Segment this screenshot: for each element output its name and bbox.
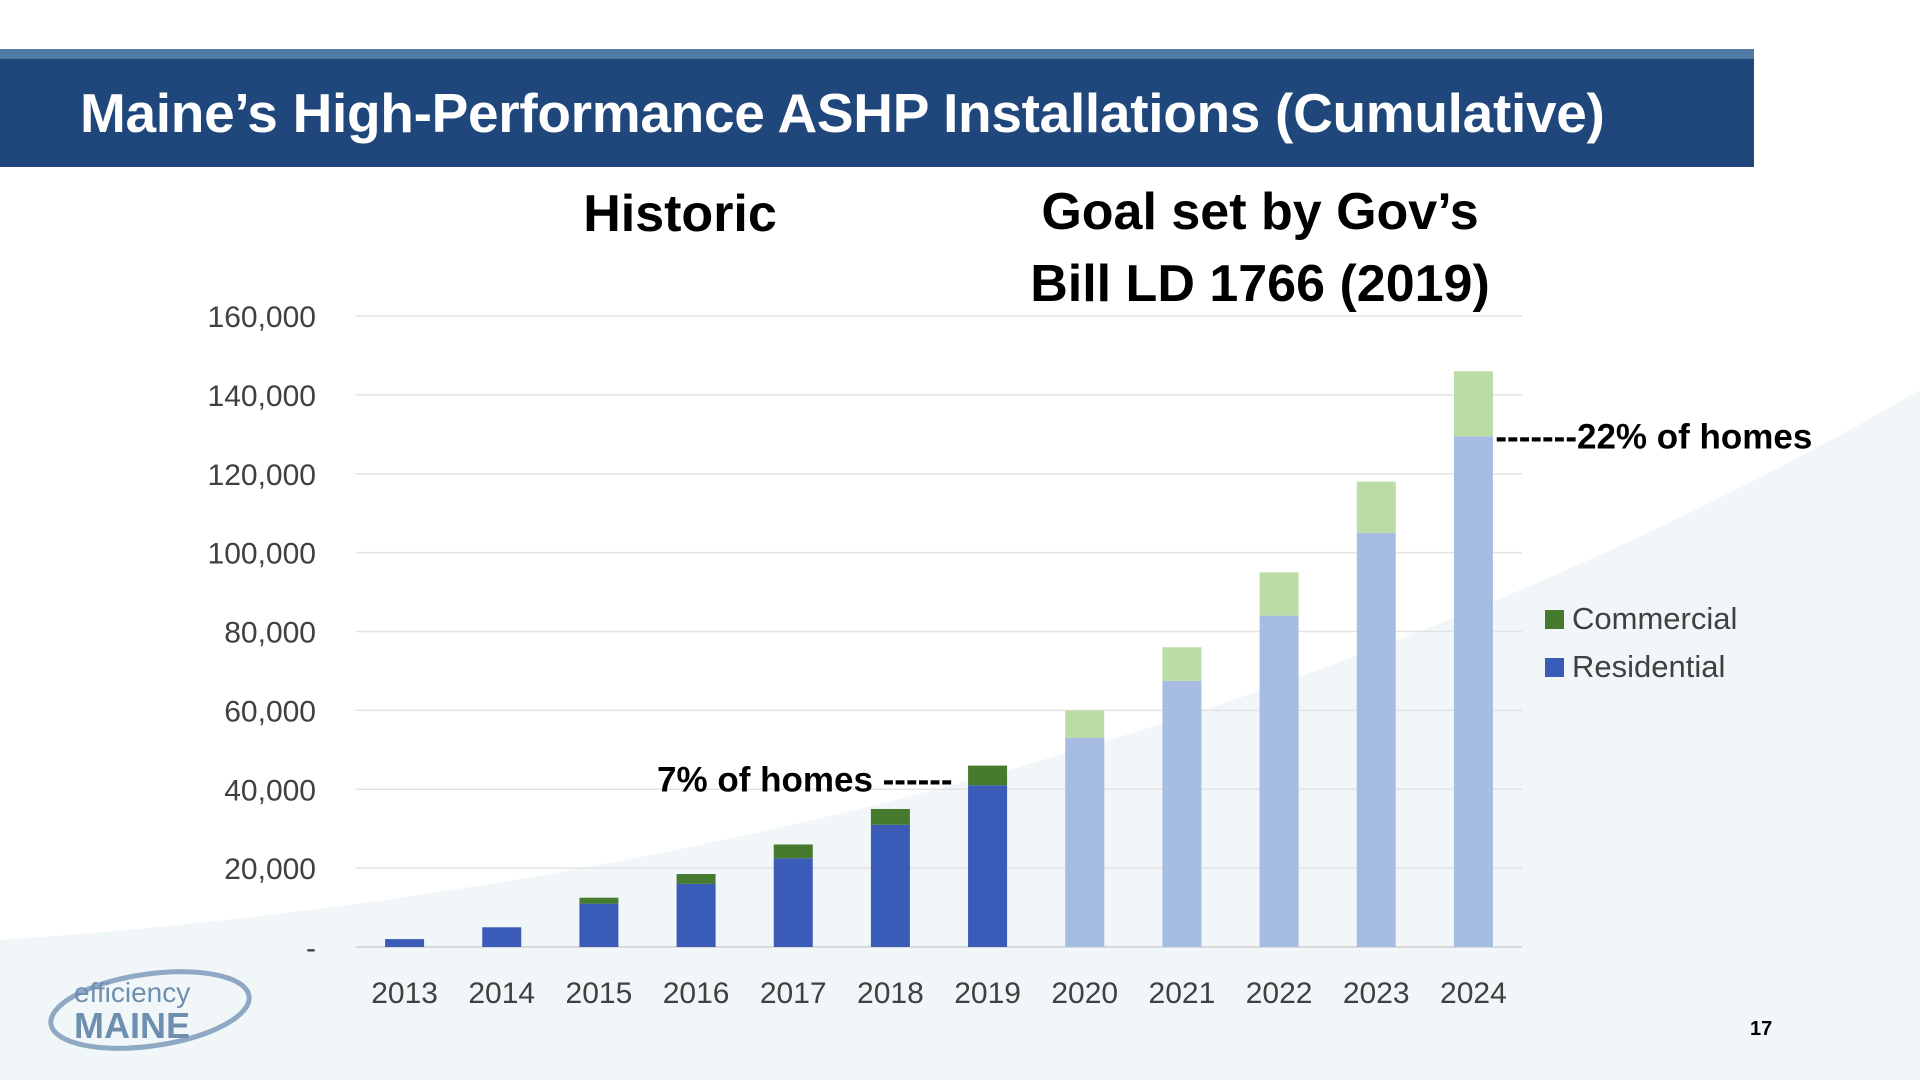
bar-residential [482,927,522,947]
y-tick-label: 40,000 [224,774,316,807]
bar-commercial [1453,371,1493,437]
y-tick-label: 80,000 [224,617,316,650]
annotation-7-percent: 7% of homes ------ [657,761,953,800]
x-tick-label: 2023 [1343,977,1410,1010]
x-tick-label: 2024 [1440,977,1507,1010]
y-tick-label: 100,000 [208,538,316,571]
heading-goal: Goal set by Gov’s Bill LD 1766 (2019) [980,176,1540,320]
bar-commercial [1259,572,1299,616]
title-accent-stripe [0,49,1754,59]
bar-residential [1065,737,1105,947]
x-tick-label: 2020 [1051,977,1118,1010]
heading-goal-line-1: Goal set by Gov’s [1041,183,1479,241]
x-tick-label: 2016 [663,977,730,1010]
y-tick-label: 20,000 [224,853,316,886]
annotation-22-percent: -------22% of homes [1495,417,1812,456]
bar-residential [676,883,716,947]
y-tick-label: 60,000 [224,695,316,728]
heading-goal-line-2: Bill LD 1766 (2019) [1030,255,1490,313]
legend-swatch-residential [1545,658,1564,677]
heading-historic: Historic [583,185,777,243]
y-tick-label: - [306,932,316,965]
slide-title: Maine’s High-Performance ASHP Installati… [80,82,1605,144]
bar-commercial [1065,710,1105,738]
bar-residential [1356,532,1396,947]
y-tick-label: 120,000 [208,459,316,492]
x-tick-label: 2014 [468,977,535,1010]
page-number: 17 [1750,1018,1773,1040]
bar-residential [773,858,813,947]
x-tick-label: 2022 [1246,977,1313,1010]
bar-commercial [579,897,619,904]
x-tick-label: 2019 [954,977,1021,1010]
bar-residential [579,903,619,947]
legend-label-residential: Residential [1572,649,1725,684]
y-tick-label: 160,000 [208,301,316,334]
bar-commercial [870,808,910,825]
efficiency-maine-logo: efficiency MAINE [48,969,252,1051]
bar-commercial [773,844,813,859]
legend-swatch-commercial [1545,610,1564,629]
bar-residential [870,824,910,947]
x-tick-label: 2015 [566,977,633,1010]
bar-residential [968,785,1008,947]
title-bar: Maine’s High-Performance ASHP Installati… [0,59,1754,167]
bar-commercial [1162,647,1202,681]
bar-commercial [676,874,716,884]
logo-text-efficiency: efficiency [74,977,190,1008]
bar-residential [1162,680,1202,947]
x-tick-label: 2018 [857,977,924,1010]
legend-label-commercial: Commercial [1572,601,1737,636]
x-tick-label: 2021 [1149,977,1216,1010]
logo-text-maine: MAINE [74,1005,190,1046]
bar-residential [1453,436,1493,947]
bar-commercial [1356,481,1396,533]
x-tick-label: 2013 [371,977,438,1010]
bar-residential [1259,615,1299,947]
x-tick-label: 2017 [760,977,827,1010]
bar-residential [385,939,425,947]
bar-commercial [968,765,1008,786]
y-tick-label: 140,000 [208,380,316,413]
